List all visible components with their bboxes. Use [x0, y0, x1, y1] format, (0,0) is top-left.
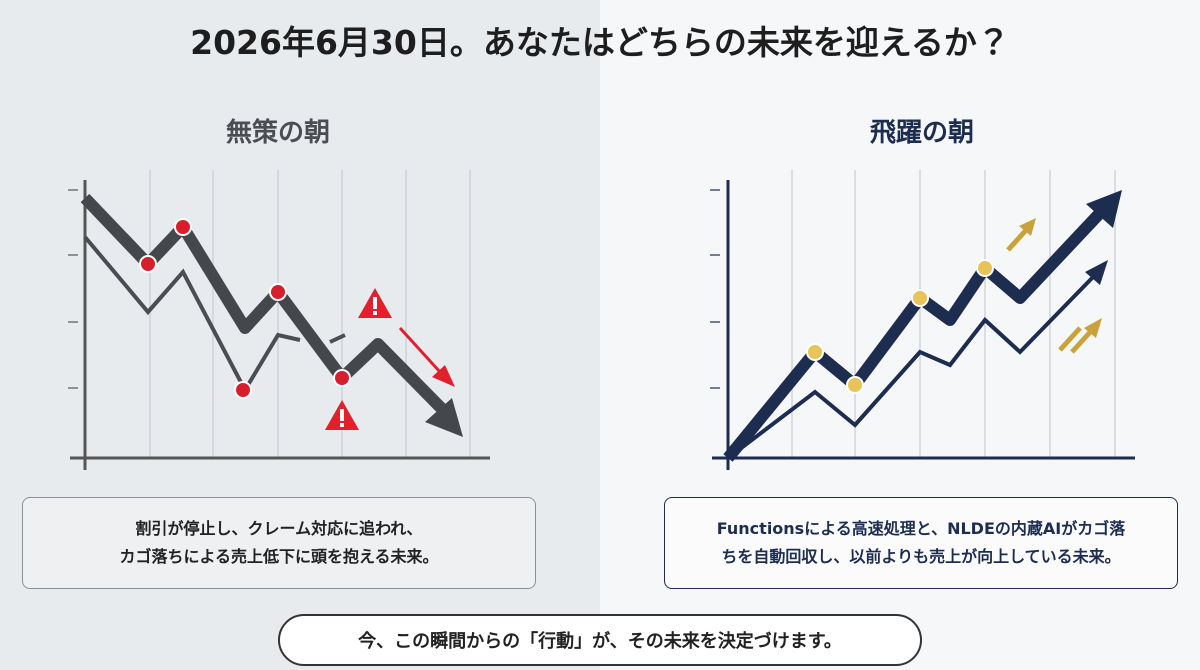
- caption-line: Functionsによる高速処理と、NLDEの内蔵AIがカゴ落: [716, 519, 1126, 538]
- left-chart: [68, 170, 490, 470]
- caption-line: カゴ落ちによる売上低下に頭を抱える未来。: [119, 547, 439, 566]
- right-caption: Functionsによる高速処理と、NLDEの内蔵AIがカゴ落 ちを自動回収し、…: [664, 497, 1178, 589]
- caption-line: 割引が停止し、クレーム対応に追われ、: [135, 519, 423, 538]
- caption-line: ちを自動回収し、以前よりも売上が向上している未来。: [721, 547, 1121, 566]
- title: 2026年6月30日。あなたはどちらの未来を迎えるか？: [190, 23, 1010, 62]
- right-chart: [710, 170, 1135, 470]
- left-heading: 無策の朝: [225, 118, 330, 148]
- footer-message: 今、この瞬間からの「行動」が、その未来を決定づけます。: [278, 614, 922, 666]
- left-caption: 割引が停止し、クレーム対応に追われ、 カゴ落ちによる売上低下に頭を抱える未来。: [22, 497, 536, 589]
- right-heading: 飛躍の朝: [869, 118, 974, 148]
